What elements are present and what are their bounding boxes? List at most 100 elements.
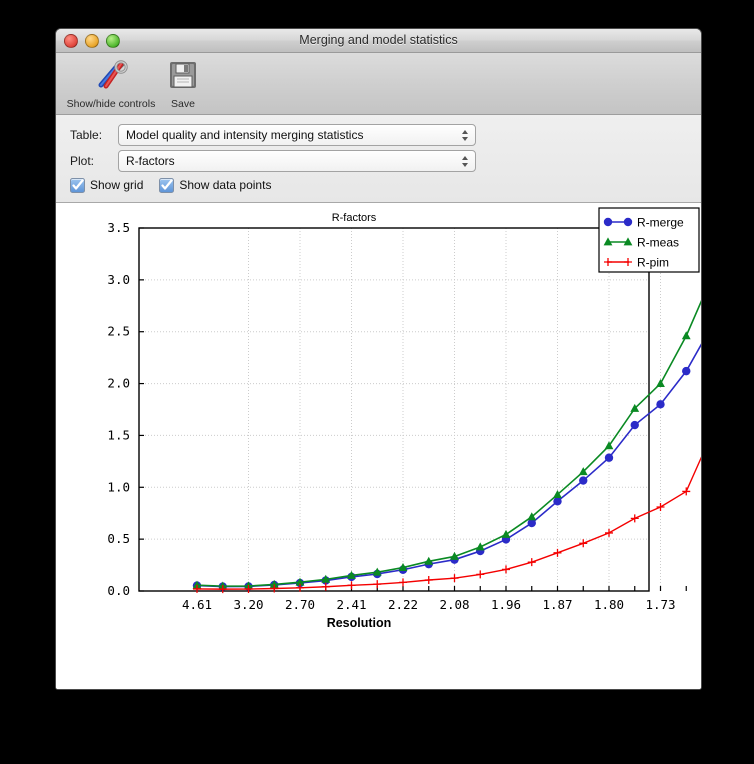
data-point bbox=[579, 539, 588, 548]
data-point bbox=[372, 567, 382, 576]
data-point bbox=[656, 400, 665, 409]
data-point bbox=[347, 570, 356, 579]
data-point bbox=[527, 558, 536, 567]
chart-title: R-factors bbox=[332, 212, 377, 224]
legend-marker bbox=[603, 217, 613, 227]
save-button[interactable]: Save bbox=[162, 57, 204, 110]
data-point bbox=[604, 453, 614, 462]
show-data-points-checkbox[interactable]: Show data points bbox=[159, 177, 272, 193]
data-point bbox=[270, 584, 279, 593]
data-point bbox=[321, 582, 330, 591]
legend-marker bbox=[623, 217, 633, 227]
legend-label: R-pim bbox=[637, 256, 669, 270]
data-point bbox=[269, 579, 279, 588]
x-tick-label: 2.41 bbox=[336, 597, 366, 612]
floppy-disk-icon bbox=[168, 59, 198, 96]
data-point bbox=[682, 366, 691, 376]
close-window-button[interactable] bbox=[64, 34, 78, 48]
plot-select[interactable]: R-factors bbox=[118, 150, 476, 172]
data-point bbox=[347, 581, 356, 590]
x-tick-label: 2.22 bbox=[388, 597, 418, 612]
plot-frame bbox=[138, 227, 650, 592]
data-point bbox=[476, 570, 485, 579]
data-point bbox=[630, 514, 639, 523]
data-point bbox=[193, 584, 201, 593]
y-tick-label: 3.5 bbox=[107, 220, 130, 235]
window-controls bbox=[64, 34, 120, 48]
x-tick-label: 1.87 bbox=[542, 597, 572, 612]
show-hide-controls-button[interactable]: Show/hide controls bbox=[67, 57, 155, 110]
chevron-updown-icon bbox=[458, 126, 472, 144]
legend-marker bbox=[623, 237, 633, 246]
chevron-updown-icon bbox=[458, 152, 472, 170]
tools-icon bbox=[94, 59, 128, 96]
data-point bbox=[501, 529, 511, 538]
data-point bbox=[398, 562, 408, 571]
window-title: Merging and model statistics bbox=[299, 33, 458, 47]
data-point bbox=[424, 556, 434, 565]
maximize-window-button[interactable] bbox=[106, 34, 120, 48]
r-factors-chart: R-factors 0.0 0.5 1.0 1.5 2.0 2.5 3.0 3.5 4.61 3.2… bbox=[107, 207, 701, 630]
y-tick-label: 2.5 bbox=[107, 324, 130, 339]
data-point bbox=[630, 403, 640, 412]
data-point bbox=[399, 578, 407, 587]
series-line-R-pim bbox=[196, 456, 701, 590]
data-point bbox=[656, 378, 665, 387]
show-hide-controls-label: Show/hide controls bbox=[66, 98, 156, 110]
toolbar: Show/hide controls Save bbox=[56, 53, 701, 115]
checkbox-row: Show grid Show data points bbox=[56, 174, 701, 196]
x-tick-label: 1.96 bbox=[491, 597, 521, 612]
checkbox-checked-icon bbox=[159, 177, 175, 193]
data-point bbox=[527, 518, 536, 528]
data-point bbox=[450, 551, 459, 560]
data-point bbox=[604, 441, 614, 450]
data-point bbox=[527, 512, 537, 521]
data-point bbox=[218, 585, 227, 594]
show-grid-label: Show grid bbox=[90, 178, 144, 192]
plot-area: R-factors 0.0 0.5 1.0 1.5 2.0 2.5 3.0 3.5 4.61 3.2… bbox=[56, 203, 701, 689]
data-point bbox=[450, 574, 459, 583]
x-tick-label: 2.70 bbox=[285, 597, 315, 612]
legend-marker bbox=[603, 237, 613, 246]
show-grid-checkbox[interactable]: Show grid bbox=[70, 177, 144, 193]
table-label: Table: bbox=[70, 128, 103, 142]
y-tick-label: 0.0 bbox=[107, 583, 130, 598]
plot-row: Plot: R-factors bbox=[56, 148, 701, 174]
data-point bbox=[502, 565, 510, 574]
data-point bbox=[578, 467, 588, 476]
x-axis-label: Resolution bbox=[327, 616, 392, 630]
title-bar: Merging and model statistics bbox=[56, 29, 701, 53]
app-window: Merging and model statistics Show/ bbox=[55, 28, 702, 690]
legend-label: R-merge bbox=[637, 216, 684, 230]
y-tick-label: 2.0 bbox=[107, 376, 130, 391]
data-point bbox=[656, 502, 665, 511]
controls-panel: Table: Model quality and intensity mergi… bbox=[56, 115, 701, 203]
data-point bbox=[630, 420, 639, 430]
data-point bbox=[579, 476, 588, 485]
data-point bbox=[553, 548, 562, 557]
plot-select-value: R-factors bbox=[126, 154, 175, 168]
data-point bbox=[192, 580, 202, 589]
chart-legend: R-merge R-meas R-pim bbox=[598, 207, 700, 273]
legend-marker bbox=[604, 258, 612, 266]
data-point bbox=[475, 542, 485, 551]
x-tick-label: 1.80 bbox=[594, 597, 624, 612]
checkbox-checked-icon bbox=[70, 177, 85, 193]
data-point bbox=[373, 580, 382, 589]
show-data-points-label: Show data points bbox=[179, 178, 272, 192]
minimize-window-button[interactable] bbox=[85, 34, 99, 48]
table-select[interactable]: Model quality and intensity merging stat… bbox=[118, 124, 476, 146]
data-point bbox=[681, 331, 691, 340]
data-point bbox=[296, 583, 304, 592]
data-point bbox=[553, 497, 562, 506]
x-tick-label: 1.73 bbox=[645, 597, 675, 612]
series-line-R-merge bbox=[196, 343, 701, 588]
data-point bbox=[605, 528, 613, 537]
plot-label: Plot: bbox=[70, 154, 95, 168]
chart-root: R-factors 0.0 0.5 1.0 1.5 2.0 2.5 3.0 3.5 4.61 3.2… bbox=[107, 207, 701, 630]
data-point bbox=[321, 574, 331, 583]
x-tick-label: 2.08 bbox=[439, 597, 469, 612]
y-tick-label: 1.5 bbox=[107, 427, 130, 442]
y-tick-label: 1.0 bbox=[107, 479, 130, 494]
y-tick-label: 0.5 bbox=[107, 531, 130, 546]
